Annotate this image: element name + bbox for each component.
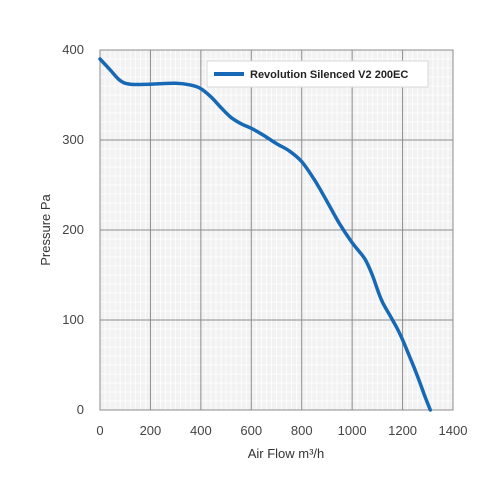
- x-tick-label: 800: [291, 423, 313, 438]
- x-tick-label: 0: [96, 423, 103, 438]
- series-line-0: [98, 57, 433, 412]
- y-tick-labels: 0 100 200 300 400: [62, 42, 84, 417]
- x-tick-label: 1400: [439, 423, 468, 438]
- x-tick-label: 600: [240, 423, 262, 438]
- y-tick-label: 400: [62, 42, 84, 57]
- y-tick-label: 0: [77, 402, 84, 417]
- legend-label: Revolution Silenced V2 200EC: [250, 69, 408, 81]
- legend: Revolution Silenced V2 200EC: [206, 60, 429, 88]
- x-tick-label: 1000: [338, 423, 367, 438]
- x-tick-label: 1200: [388, 423, 417, 438]
- y-tick-label: 300: [62, 132, 84, 147]
- y-tick-label: 200: [62, 222, 84, 237]
- major-grid: [99, 49, 454, 411]
- x-axis-title: Air Flow m³/h: [248, 446, 325, 461]
- y-tick-label: 100: [62, 312, 84, 327]
- x-tick-labels: 0 200 400 600 800 1000 1200 1400: [96, 423, 467, 438]
- y-axis-title: Pressure Pa: [38, 193, 53, 265]
- x-tick-label: 400: [190, 423, 212, 438]
- x-tick-label: 200: [140, 423, 162, 438]
- series-layer: [98, 57, 433, 412]
